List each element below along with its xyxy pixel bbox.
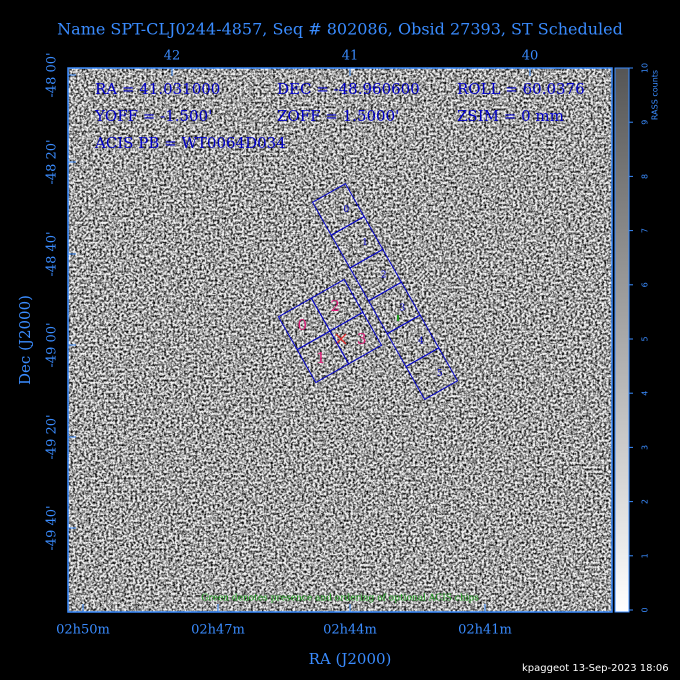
colorbar-tick-label: 0: [641, 607, 650, 612]
left-tick-label: -48 00': [45, 52, 60, 97]
info-text: ZSIM = 0 mm: [457, 107, 564, 125]
colorbar-tick-label: 1: [641, 553, 650, 558]
acis-s-chip-label: 3: [399, 303, 405, 313]
acis-i-chip-label: 0: [297, 316, 307, 334]
acis-s-chip-label: 4: [418, 336, 424, 346]
colorbar-tick-label: 5: [641, 336, 650, 341]
title: Name SPT-CLJ0244-4857, Seq # 802086, Obs…: [57, 20, 623, 39]
top-tick-label: 40: [522, 49, 539, 64]
bottom-tick-label: 02h41m: [458, 623, 512, 638]
info-text: RA = 41.031000: [95, 80, 220, 98]
colorbar-tick-label: 6: [641, 282, 650, 287]
colorbar-tick-label: 7: [641, 228, 650, 233]
acis-s-chip: [405, 347, 459, 401]
acis-i-chip: [329, 311, 383, 365]
colorbar-tick-label: 4: [641, 391, 650, 396]
target-marker: [335, 333, 347, 345]
info-text: ACIS PB = WT0064D034: [94, 134, 286, 152]
info-text: YOFF = -1.500': [94, 107, 212, 125]
top-tick-label: 42: [164, 49, 181, 64]
note: Green denotes presence and ordering of o…: [201, 594, 479, 604]
acis-i-chip-label: 3: [357, 330, 367, 348]
left-tick-label: -49 40': [45, 505, 60, 550]
colorbar-tick-label: 3: [641, 445, 650, 450]
colorbar-tick-label: 9: [641, 120, 650, 125]
info-text: DEC = -48.960600: [277, 80, 420, 98]
footer: kpaggeot 13-Sep-2023 18:06: [522, 663, 669, 674]
colorbar-tick-label: 10: [641, 63, 650, 73]
top-tick-label: 41: [342, 49, 359, 64]
colorbar-tick-label: 8: [641, 174, 650, 179]
bottom-tick-label: 02h44m: [323, 623, 377, 638]
x-axis-title: RA (J2000): [309, 650, 392, 668]
plot-frame: [67, 67, 613, 613]
colorbar: [614, 67, 630, 613]
y-axis-title: Dec (J2000): [16, 295, 34, 385]
acis-i-chip-label: 1: [316, 349, 326, 367]
left-tick-label: -49 00': [45, 322, 60, 367]
acis-s-chip-label: 5: [437, 369, 443, 379]
info-text: ROLL = 60.0376: [457, 80, 585, 98]
acis-s-chip-label: 2: [381, 271, 387, 281]
bottom-tick-label: 02h50m: [56, 623, 110, 638]
bottom-tick-label: 02h47m: [191, 623, 245, 638]
left-tick-label: -48 40': [45, 231, 60, 276]
left-tick-label: -48 20': [45, 139, 60, 184]
colorbar-tick-label: 2: [641, 499, 650, 504]
colorbar-title: RASS counts: [651, 70, 660, 120]
acis-s-chip-label: 1: [362, 238, 368, 248]
acis-s-chip-label: 0: [343, 205, 349, 215]
acis-i-chip-label: 2: [330, 297, 340, 315]
left-tick-label: -49 20': [45, 414, 60, 459]
info-text: ZOFF = 1.5000': [277, 107, 399, 125]
